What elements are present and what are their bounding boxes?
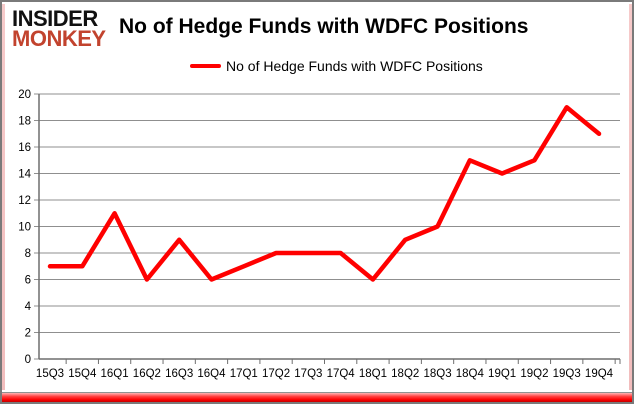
chart-title: No of Hedge Funds with WDFC Positions bbox=[119, 15, 529, 38]
insider-monkey-logo: INSIDER MONKEY bbox=[12, 6, 106, 51]
y-tick-label: 6 bbox=[25, 275, 31, 287]
left-edge-glow bbox=[2, 4, 5, 390]
x-tick-label: 17Q2 bbox=[262, 368, 290, 380]
x-tick-label: 17Q4 bbox=[327, 368, 356, 380]
y-tick-label: 2 bbox=[25, 328, 31, 340]
y-tick-label: 0 bbox=[25, 354, 31, 366]
x-tick-label: 16Q4 bbox=[197, 368, 226, 380]
x-tick-label: 19Q2 bbox=[520, 368, 548, 380]
series-line bbox=[47, 105, 602, 282]
y-tick-label: 16 bbox=[18, 142, 31, 154]
x-tick-label: 18Q1 bbox=[359, 368, 387, 380]
x-tick-label: 17Q1 bbox=[230, 368, 258, 380]
y-tick-label: 8 bbox=[25, 248, 31, 260]
legend-label: No of Hedge Funds with WDFC Positions bbox=[226, 58, 483, 74]
x-tick-label: 16Q3 bbox=[165, 368, 193, 380]
y-tick-label: 12 bbox=[18, 195, 31, 207]
y-tick-label: 20 bbox=[18, 89, 31, 101]
y-tick-label: 4 bbox=[25, 301, 32, 313]
x-tick-label: 19Q4 bbox=[585, 368, 614, 380]
x-tick-label: 17Q3 bbox=[294, 368, 322, 380]
chart-legend: No of Hedge Funds with WDFC Positions bbox=[190, 58, 483, 74]
x-tick-label: 15Q4 bbox=[68, 368, 97, 380]
y-tick-label: 14 bbox=[18, 169, 31, 181]
bottom-red-bar bbox=[2, 392, 632, 402]
x-tick-label: 15Q3 bbox=[36, 368, 64, 380]
x-tick-label: 18Q3 bbox=[423, 368, 451, 380]
right-edge-glow bbox=[629, 4, 632, 390]
x-tick-label: 19Q3 bbox=[553, 368, 581, 380]
logo-text-insider: INSIDER bbox=[12, 6, 98, 31]
y-tick-label: 10 bbox=[18, 222, 31, 234]
x-tick-label: 18Q2 bbox=[391, 368, 419, 380]
logo-text-monkey: MONKEY bbox=[12, 25, 106, 51]
x-tick-label: 18Q4 bbox=[456, 368, 485, 380]
x-tick-label: 16Q1 bbox=[101, 368, 129, 380]
legend-line-swatch bbox=[190, 63, 221, 69]
y-tick-label: 18 bbox=[18, 116, 31, 128]
x-tick-label: 16Q2 bbox=[133, 368, 161, 380]
x-tick-label: 19Q1 bbox=[488, 368, 516, 380]
